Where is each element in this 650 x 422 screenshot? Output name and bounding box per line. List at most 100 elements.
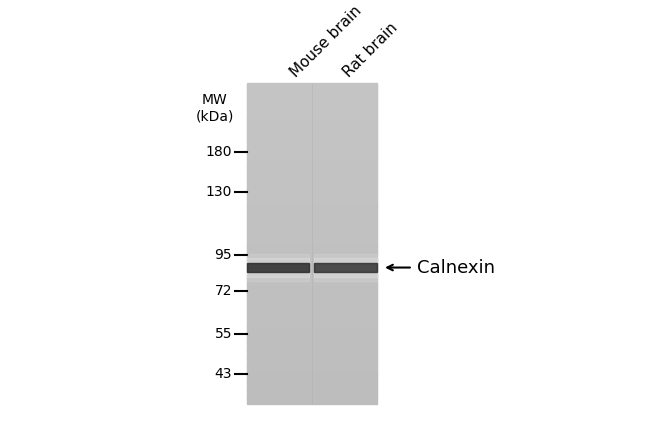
Bar: [247, 211, 377, 213]
Bar: [247, 194, 377, 196]
Bar: [247, 333, 377, 335]
Bar: [247, 120, 377, 122]
Bar: [247, 213, 377, 215]
Bar: [247, 254, 377, 257]
Bar: [247, 107, 377, 109]
Bar: [247, 122, 377, 124]
Bar: [247, 347, 377, 349]
Bar: [247, 131, 377, 133]
Bar: [247, 379, 377, 381]
Bar: [247, 181, 377, 183]
Bar: [247, 394, 377, 395]
Bar: [247, 355, 377, 357]
Bar: [247, 130, 377, 132]
Bar: [247, 304, 377, 306]
Bar: [247, 389, 377, 391]
Bar: [247, 327, 377, 328]
Bar: [247, 363, 377, 365]
Bar: [247, 143, 377, 144]
Bar: [247, 272, 377, 274]
Bar: [247, 362, 377, 364]
Bar: [247, 135, 377, 136]
Bar: [247, 299, 377, 301]
Bar: [247, 366, 377, 368]
Bar: [247, 101, 377, 103]
Bar: [247, 167, 377, 168]
Bar: [247, 386, 377, 388]
Bar: [314, 254, 377, 281]
Bar: [247, 246, 377, 249]
Bar: [247, 291, 377, 293]
Bar: [247, 99, 377, 101]
Bar: [247, 85, 377, 87]
Bar: [247, 374, 377, 376]
Bar: [247, 338, 377, 340]
Bar: [247, 218, 377, 219]
Bar: [247, 240, 377, 242]
Bar: [247, 174, 377, 176]
Text: 130: 130: [205, 185, 232, 199]
Bar: [247, 262, 377, 265]
Bar: [247, 384, 377, 386]
Bar: [247, 152, 377, 154]
Bar: [247, 115, 377, 117]
Bar: [247, 296, 377, 298]
Bar: [247, 279, 377, 281]
Bar: [247, 253, 377, 255]
Bar: [247, 289, 377, 292]
Bar: [247, 87, 377, 89]
Bar: [247, 96, 377, 98]
Bar: [247, 109, 377, 111]
Bar: [247, 138, 377, 140]
Bar: [247, 314, 377, 316]
Bar: [247, 298, 377, 300]
Bar: [247, 392, 377, 394]
Bar: [247, 160, 377, 162]
Bar: [247, 346, 377, 348]
Bar: [247, 309, 377, 311]
Bar: [247, 354, 377, 356]
Bar: [247, 343, 377, 344]
Bar: [247, 303, 377, 304]
Bar: [247, 398, 377, 400]
Bar: [247, 114, 377, 116]
Bar: [247, 322, 377, 324]
Bar: [247, 261, 377, 263]
Bar: [247, 165, 377, 167]
Bar: [247, 230, 377, 233]
Bar: [247, 339, 377, 341]
Bar: [247, 306, 377, 308]
Bar: [247, 307, 377, 309]
Bar: [247, 287, 377, 288]
Bar: [247, 117, 377, 119]
Bar: [247, 259, 377, 261]
Bar: [247, 186, 377, 188]
Bar: [247, 400, 377, 402]
Bar: [247, 157, 377, 159]
Bar: [247, 139, 377, 141]
Bar: [247, 200, 377, 202]
Bar: [247, 227, 377, 229]
Bar: [247, 178, 377, 180]
Bar: [247, 381, 377, 383]
Text: 95: 95: [214, 248, 232, 262]
Bar: [247, 197, 377, 199]
Bar: [247, 229, 377, 231]
Bar: [314, 258, 377, 277]
Bar: [247, 123, 377, 125]
Bar: [247, 203, 377, 205]
Bar: [247, 205, 377, 207]
Bar: [247, 222, 377, 225]
Bar: [247, 198, 377, 200]
Bar: [247, 256, 377, 258]
Bar: [247, 336, 377, 338]
Bar: [247, 88, 377, 90]
Bar: [247, 251, 377, 253]
Bar: [247, 162, 377, 164]
Text: MW
(kDa): MW (kDa): [195, 93, 234, 123]
Bar: [247, 232, 377, 234]
Bar: [247, 106, 377, 108]
Bar: [247, 242, 377, 243]
Bar: [247, 288, 377, 290]
Bar: [247, 243, 377, 245]
